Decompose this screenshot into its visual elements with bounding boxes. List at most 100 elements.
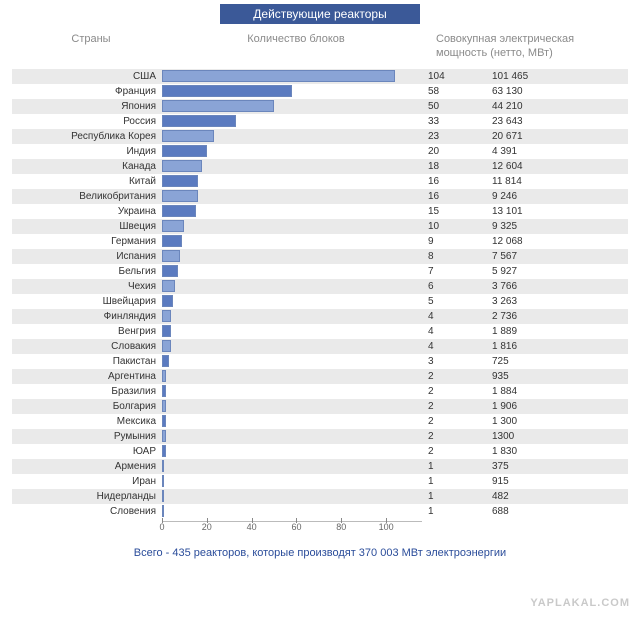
bar: [162, 370, 166, 382]
blocks-value: 9: [422, 236, 482, 247]
table-row: Финляндия42 736: [12, 309, 628, 324]
axis-tick-label: 20: [197, 522, 217, 532]
header-power: Совокупная электрическая мощность (нетто…: [426, 32, 624, 61]
table-row: Япония5044 210: [12, 99, 628, 114]
table-row: Румыния21300: [12, 429, 628, 444]
table-row: Бразилия21 884: [12, 384, 628, 399]
table-row: Украина1513 101: [12, 204, 628, 219]
bar-cell: [162, 354, 422, 369]
table-row: Мексика21 300: [12, 414, 628, 429]
bar: [162, 265, 178, 277]
power-value: 5 927: [482, 266, 628, 277]
axis-tick-label: 60: [286, 522, 306, 532]
bar: [162, 190, 198, 202]
bar: [162, 145, 207, 157]
bar: [162, 400, 166, 412]
country-label: Румыния: [12, 431, 162, 442]
axis-tick-label: 100: [376, 522, 396, 532]
bar: [162, 250, 180, 262]
bar: [162, 115, 236, 127]
power-value: 13 101: [482, 206, 628, 217]
country-label: Швеция: [12, 221, 162, 232]
bar-cell: [162, 189, 422, 204]
chart-title: Действующие реакторы: [220, 4, 420, 24]
blocks-value: 5: [422, 296, 482, 307]
axis-tick-label: 80: [331, 522, 351, 532]
bar-cell: [162, 249, 422, 264]
bar: [162, 490, 164, 502]
bar: [162, 295, 173, 307]
bar-cell: [162, 414, 422, 429]
table-row: Чехия63 766: [12, 279, 628, 294]
bar-cell: [162, 144, 422, 159]
table-row: Китай1611 814: [12, 174, 628, 189]
column-headers: Страны Количество блоков Совокупная элек…: [12, 32, 628, 61]
country-label: Китай: [12, 176, 162, 187]
country-label: Болгария: [12, 401, 162, 412]
table-row: Канада1812 604: [12, 159, 628, 174]
power-value: 1300: [482, 431, 628, 442]
watermark: YAPLAKAL.COM: [530, 597, 630, 609]
power-value: 1 816: [482, 341, 628, 352]
blocks-value: 1: [422, 476, 482, 487]
bar-cell: [162, 234, 422, 249]
bar-cell: [162, 69, 422, 84]
country-label: Франция: [12, 86, 162, 97]
power-value: 1 830: [482, 446, 628, 457]
blocks-value: 7: [422, 266, 482, 277]
bar-cell: [162, 369, 422, 384]
power-value: 9 325: [482, 221, 628, 232]
summary-line: Всего - 435 реакторов, которые производя…: [12, 547, 628, 559]
blocks-value: 16: [422, 191, 482, 202]
bar: [162, 175, 198, 187]
blocks-value: 1: [422, 461, 482, 472]
country-label: Чехия: [12, 281, 162, 292]
power-value: 7 567: [482, 251, 628, 262]
table-row: Великобритания169 246: [12, 189, 628, 204]
table-row: ЮАР21 830: [12, 444, 628, 459]
power-value: 915: [482, 476, 628, 487]
table-row: США104101 465: [12, 69, 628, 84]
bar-cell: [162, 504, 422, 519]
bar-cell: [162, 444, 422, 459]
bar-cell: [162, 339, 422, 354]
table-row: Нидерланды1482: [12, 489, 628, 504]
blocks-value: 2: [422, 446, 482, 457]
country-label: Индия: [12, 146, 162, 157]
header-country: Страны: [16, 32, 166, 61]
blocks-value: 2: [422, 416, 482, 427]
bar-cell: [162, 279, 422, 294]
country-label: Пакистан: [12, 356, 162, 367]
blocks-value: 50: [422, 101, 482, 112]
table-row: Иран 1915: [12, 474, 628, 489]
country-label: Великобритания: [12, 191, 162, 202]
bar-cell: [162, 174, 422, 189]
bar: [162, 445, 166, 457]
power-value: 1 889: [482, 326, 628, 337]
country-label: Аргентина: [12, 371, 162, 382]
country-label: Республика Корея: [12, 131, 162, 142]
table-row: Испания87 567: [12, 249, 628, 264]
power-value: 1 906: [482, 401, 628, 412]
power-value: 23 643: [482, 116, 628, 127]
bar: [162, 385, 166, 397]
table-row: Венгрия41 889: [12, 324, 628, 339]
power-value: 1 300: [482, 416, 628, 427]
bar-cell: [162, 324, 422, 339]
bar-cell: [162, 204, 422, 219]
country-label: США: [12, 71, 162, 82]
table-row: Болгария21 906: [12, 399, 628, 414]
bar-cell: [162, 114, 422, 129]
table-row: Бельгия75 927: [12, 264, 628, 279]
power-value: 3 263: [482, 296, 628, 307]
bar: [162, 505, 164, 517]
table-row: Республика Корея2320 671: [12, 129, 628, 144]
country-label: Армения: [12, 461, 162, 472]
country-label: Иран: [12, 476, 162, 487]
country-label: Япония: [12, 101, 162, 112]
blocks-value: 10: [422, 221, 482, 232]
country-label: Канада: [12, 161, 162, 172]
blocks-value: 1: [422, 491, 482, 502]
header-blocks: Количество блоков: [166, 32, 426, 61]
bar-cell: [162, 429, 422, 444]
